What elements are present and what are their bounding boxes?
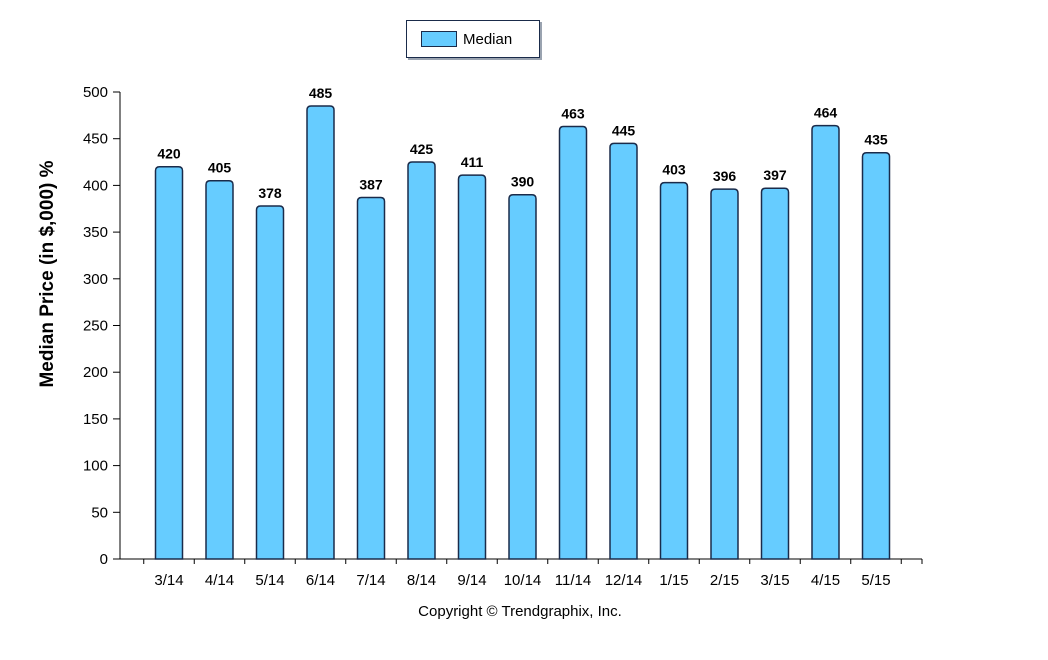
bar	[558, 125, 588, 560]
x-tick-label: 9/14	[457, 572, 486, 589]
chart-legend: Median	[406, 20, 540, 58]
bar	[811, 124, 840, 560]
x-tick-label: 3/14	[154, 572, 183, 589]
y-tick-label: 200	[83, 364, 108, 381]
x-tick-label: 1/15	[659, 572, 688, 589]
bar	[861, 151, 891, 560]
bar	[609, 142, 638, 560]
x-tick-label: 11/14	[555, 572, 591, 589]
legend-label: Median	[463, 30, 513, 48]
x-tick-label: 2/15	[710, 572, 739, 589]
data-label: 403	[662, 162, 686, 178]
data-label: 463	[561, 106, 585, 122]
y-tick-label: 0	[100, 551, 108, 568]
y-tick-label: 500	[83, 84, 108, 101]
data-label: 396	[713, 168, 737, 184]
y-tick-label: 150	[83, 411, 108, 428]
y-tick-label: 350	[83, 224, 108, 241]
x-tick-label: 5/15	[861, 572, 890, 589]
y-tick-label: 50	[91, 504, 108, 521]
bar	[306, 105, 335, 560]
y-tick-label: 250	[83, 318, 108, 335]
x-tick-label: 4/14	[205, 572, 234, 589]
data-label: 445	[612, 122, 636, 138]
data-label: 397	[763, 167, 787, 183]
copyright-text: Copyright © Trendgraphix, Inc.	[418, 603, 622, 620]
data-label: 435	[864, 132, 888, 148]
bar	[205, 179, 234, 560]
bar	[710, 188, 739, 560]
data-label: 390	[511, 174, 535, 190]
data-label: 485	[309, 85, 333, 101]
bar	[659, 181, 689, 560]
y-tick-label: 300	[83, 271, 108, 288]
bar	[255, 205, 285, 560]
y-tick-label: 100	[83, 458, 108, 475]
x-tick-label: 12/14	[605, 572, 643, 589]
bar	[508, 193, 537, 560]
data-label: 411	[461, 154, 484, 170]
bar	[457, 174, 487, 560]
y-tick-label: 450	[83, 131, 108, 148]
x-tick-label: 4/15	[811, 572, 840, 589]
x-tick-label: 7/14	[356, 572, 385, 589]
bar	[154, 165, 184, 560]
x-tick-label: 5/14	[255, 572, 284, 589]
data-label: 464	[814, 105, 838, 121]
data-label: 387	[359, 177, 383, 193]
legend-swatch	[421, 31, 457, 47]
bar	[356, 196, 386, 560]
data-label: 378	[258, 185, 282, 201]
x-tick-label: 3/15	[760, 572, 789, 589]
data-label: 425	[410, 141, 434, 157]
bar	[760, 187, 790, 560]
y-tick-label: 400	[83, 177, 108, 194]
data-label: 405	[208, 160, 232, 176]
x-tick-label: 8/14	[407, 572, 436, 589]
x-tick-label: 10/14	[504, 572, 542, 589]
bar	[407, 161, 436, 560]
data-label: 420	[157, 146, 181, 162]
x-tick-label: 6/14	[306, 572, 335, 589]
